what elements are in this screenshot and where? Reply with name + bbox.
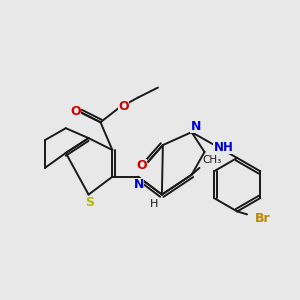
Text: H: H	[150, 200, 158, 209]
Text: NH: NH	[213, 140, 233, 154]
Text: Br: Br	[255, 212, 271, 225]
Text: N: N	[190, 120, 201, 133]
Text: O: O	[137, 159, 147, 172]
Text: CH₃: CH₃	[202, 155, 222, 165]
Text: S: S	[85, 196, 94, 209]
Text: O: O	[70, 105, 81, 118]
Text: O: O	[118, 100, 129, 113]
Text: N: N	[134, 178, 144, 191]
